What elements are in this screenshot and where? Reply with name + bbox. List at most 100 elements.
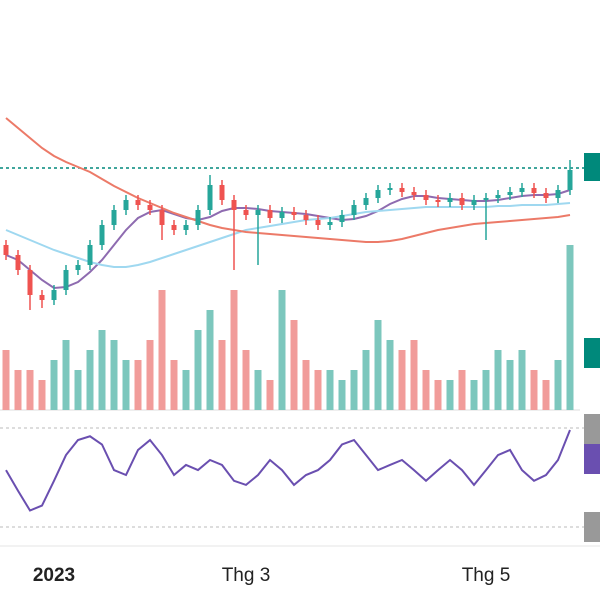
- candle-body: [327, 222, 333, 225]
- volume-bar: [158, 290, 166, 410]
- candle-body: [111, 210, 117, 225]
- volume-bar: [278, 290, 286, 410]
- volume-bar: [446, 380, 454, 410]
- candle-body: [135, 200, 141, 205]
- candle-body: [471, 200, 477, 205]
- x-tick-label: 2023: [33, 565, 75, 586]
- candle-body: [339, 215, 345, 222]
- volume-bar: [206, 310, 214, 410]
- volume-bar: [26, 370, 34, 410]
- candle-body: [243, 210, 249, 215]
- candle-body: [159, 210, 165, 225]
- candle-body: [147, 205, 153, 210]
- volume-bar: [290, 320, 298, 410]
- volume-bar: [422, 370, 430, 410]
- candle-body: [303, 215, 309, 220]
- volume-bar: [122, 360, 130, 410]
- candle-body: [99, 225, 105, 245]
- candle-body: [423, 195, 429, 200]
- volume-bar: [266, 380, 274, 410]
- candle-body: [3, 245, 9, 255]
- volume-bar: [74, 370, 82, 410]
- volume-bar: [2, 350, 10, 410]
- volume-bar: [374, 320, 382, 410]
- volume-bar: [434, 380, 442, 410]
- volume-bar: [494, 350, 502, 410]
- volume-bar: [170, 360, 178, 410]
- candle-body: [267, 210, 273, 218]
- volume-bar: [14, 370, 22, 410]
- rsi-line: [5, 429, 571, 512]
- candle-body: [543, 193, 549, 198]
- rsi-level-badge: [584, 414, 600, 444]
- volume-bar: [410, 340, 418, 410]
- candle-body: [495, 195, 501, 198]
- volume-bar: [242, 350, 250, 410]
- volume-bar: [302, 360, 310, 410]
- candle-body: [387, 188, 393, 190]
- candle-body: [531, 188, 537, 193]
- volume-bar: [110, 340, 118, 410]
- candle-body: [411, 192, 417, 195]
- candle-body: [459, 198, 465, 205]
- volume-bar: [134, 360, 142, 410]
- candle-body: [363, 198, 369, 205]
- volume-bar: [38, 380, 46, 410]
- candle-body: [51, 290, 57, 300]
- candle-body: [375, 190, 381, 198]
- candle-body: [171, 225, 177, 230]
- volume-bar: [350, 370, 358, 410]
- volume-bar: [194, 330, 202, 410]
- candle-body: [63, 270, 69, 290]
- candle-body: [399, 188, 405, 192]
- volume-bar: [230, 290, 238, 410]
- candle-body: [219, 185, 225, 200]
- volume-bar: [254, 370, 262, 410]
- candle-body: [507, 192, 513, 195]
- volume-bar: [566, 245, 574, 410]
- candle-body: [183, 225, 189, 230]
- candle-body: [123, 200, 129, 210]
- volume-bar: [62, 340, 70, 410]
- price-badge: [584, 153, 600, 181]
- candle-body: [315, 220, 321, 225]
- candle-body: [207, 185, 213, 210]
- volume-bar: [338, 380, 346, 410]
- candle-body: [435, 200, 441, 202]
- volume-bar: [50, 360, 58, 410]
- volume-bar: [182, 370, 190, 410]
- volume-bar: [530, 370, 538, 410]
- volume-bar: [458, 370, 466, 410]
- volume-bar: [470, 380, 478, 410]
- volume-bar: [314, 370, 322, 410]
- candle-body: [447, 198, 453, 202]
- volume-bar: [398, 350, 406, 410]
- candle-body: [15, 255, 21, 270]
- candle-body: [519, 188, 525, 192]
- volume-bar: [98, 330, 106, 410]
- candle-body: [75, 265, 81, 270]
- volume-bar: [86, 350, 94, 410]
- volume-bar: [482, 370, 490, 410]
- volume-bar: [542, 380, 550, 410]
- candle-body: [27, 270, 33, 295]
- rsi-badge: [584, 444, 600, 474]
- candle-body: [279, 212, 285, 218]
- moving-average: [5, 117, 571, 243]
- candle-body: [555, 190, 561, 198]
- candle-body: [195, 210, 201, 225]
- candle-body: [567, 170, 573, 190]
- x-tick-label: Thg 3: [222, 565, 271, 586]
- volume-bar: [386, 340, 394, 410]
- volume-bar: [554, 360, 562, 410]
- candle-body: [351, 205, 357, 215]
- candle-body: [291, 212, 297, 215]
- volume-bar: [218, 340, 226, 410]
- moving-average: [5, 202, 571, 268]
- volume-badge: [584, 338, 600, 368]
- candle-body: [39, 295, 45, 300]
- candle-body: [483, 198, 489, 200]
- rsi-level-badge: [584, 512, 600, 542]
- volume-bar: [146, 340, 154, 410]
